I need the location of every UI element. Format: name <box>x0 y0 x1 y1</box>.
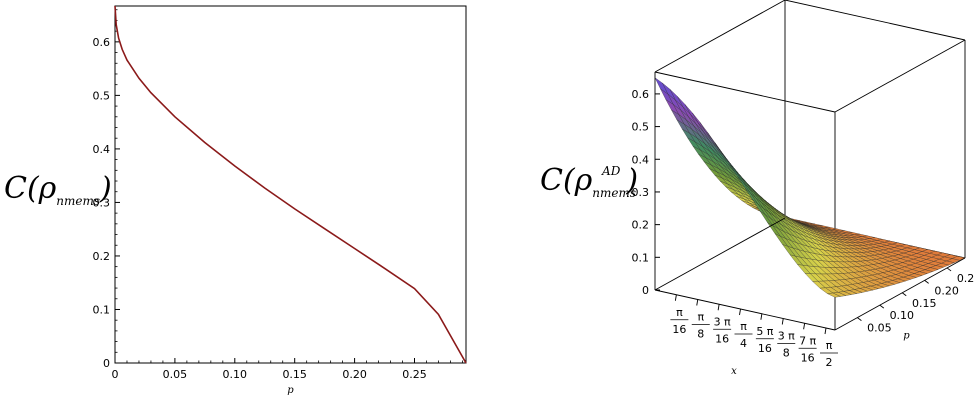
box-edge <box>784 0 966 41</box>
x-tick-num: 3 π <box>778 330 795 343</box>
x-tick-mark <box>824 327 827 335</box>
y-tick-label: 0.5 <box>93 89 111 102</box>
z-tick-label: 0 <box>642 284 649 297</box>
x-tick-mark <box>717 304 720 311</box>
p-tick-mark <box>857 317 862 321</box>
right-ylabel-sup: AD <box>601 164 621 178</box>
z-tick-label: 0.3 <box>632 186 650 199</box>
x-axis-label: p <box>287 385 294 396</box>
x-tick-den: 8 <box>697 328 704 341</box>
x-tick-den: 16 <box>715 332 729 345</box>
p-tick-label: 0.20 <box>934 284 959 297</box>
left-plot-frame <box>114 5 467 364</box>
y-tick-label: 0 <box>103 357 110 370</box>
x-tick-mark <box>696 299 699 306</box>
x-tick-mark <box>739 308 741 316</box>
y-tick-label: 0.2 <box>93 250 111 263</box>
x-tick-den: 16 <box>801 351 815 364</box>
p-tick-mark <box>924 279 929 284</box>
y-tick-label: 0.3 <box>93 196 111 209</box>
y-tick-label: 0.4 <box>93 143 111 156</box>
z-tick-label: 0.1 <box>632 251 650 264</box>
x-tick-num: π <box>697 311 704 324</box>
x-tick-num: 7 π <box>799 334 816 347</box>
p-tick-label: 0.10 <box>890 309 915 322</box>
x-tick-label: 0.15 <box>282 368 307 381</box>
x-tick-label: 0.05 <box>163 368 188 381</box>
z-tick-label: 0.5 <box>632 121 650 134</box>
x-tick-den: 16 <box>672 323 686 336</box>
y-tick-label: 0.6 <box>93 36 111 49</box>
y-tick-label: 0.1 <box>93 303 111 316</box>
x-tick-den: 8 <box>783 347 790 360</box>
p-tick-mark <box>879 304 885 309</box>
z-tick-label: 0.2 <box>632 219 650 232</box>
x-tick-label: 0.25 <box>402 368 427 381</box>
x-tick-label: 0 <box>112 368 119 381</box>
x-tick-den: 2 <box>826 356 833 369</box>
x-tick-mark <box>674 294 677 301</box>
x-axis-label: x <box>731 366 737 377</box>
right-ylabel-close: ) <box>625 163 638 198</box>
x-tick-num: π <box>676 306 683 319</box>
axis-line <box>654 217 786 291</box>
p-tick-label: 0.05 <box>867 322 892 335</box>
x-tick-mark <box>760 313 763 320</box>
x-tick-num: 5 π <box>756 325 773 338</box>
z-tick-label: 0.6 <box>632 88 650 101</box>
x-tick-den: 16 <box>758 342 772 355</box>
right-ylabel-sub: nmems <box>592 186 636 200</box>
left-ylabel-sub: nmems <box>56 194 100 208</box>
x-tick-mark <box>803 323 806 330</box>
p-axis-label: p <box>903 331 910 342</box>
right-ylabel-main: C(ρ <box>540 163 593 198</box>
x-tick-num: 3 π <box>714 315 731 328</box>
right-chart: 0 0.1 0.2 0.3 0.4 0.5 0.6 π 16 π 8 3 π 16 π 4 5 π 16 3 π 8… <box>632 0 975 377</box>
left-chart: 0 0.05 0.10 0.15 0.20 0.25 0 0.1 0.2 0.3 0.4 0.5 0.6… <box>93 5 467 396</box>
left-ylabel: C(ρnmems) <box>4 171 112 208</box>
axis-line <box>834 257 966 331</box>
x-tick-num: π <box>740 320 747 333</box>
series-line <box>114 5 467 364</box>
p-tick-label: 0.25 <box>957 272 975 285</box>
p-tick-mark <box>901 292 907 297</box>
surface-patch <box>826 292 842 298</box>
left-ylabel-close: ) <box>99 171 112 206</box>
x-tick-label: 0.20 <box>342 368 367 381</box>
z-tick-label: 0.4 <box>632 153 650 166</box>
left-ylabel-main: C(ρ <box>4 171 57 206</box>
x-tick-den: 4 <box>740 337 747 350</box>
p-tick-label: 0.15 <box>912 297 937 310</box>
box-edge <box>654 0 786 73</box>
right-ylabel: C(ρnmems AD) <box>540 163 638 200</box>
box-edge <box>654 71 836 113</box>
x-tick-label: 0.10 <box>223 368 248 381</box>
x-tick-num: π <box>826 339 833 352</box>
p-tick-mark <box>946 267 952 272</box>
box-edge <box>834 39 966 113</box>
x-tick-mark <box>781 318 784 325</box>
